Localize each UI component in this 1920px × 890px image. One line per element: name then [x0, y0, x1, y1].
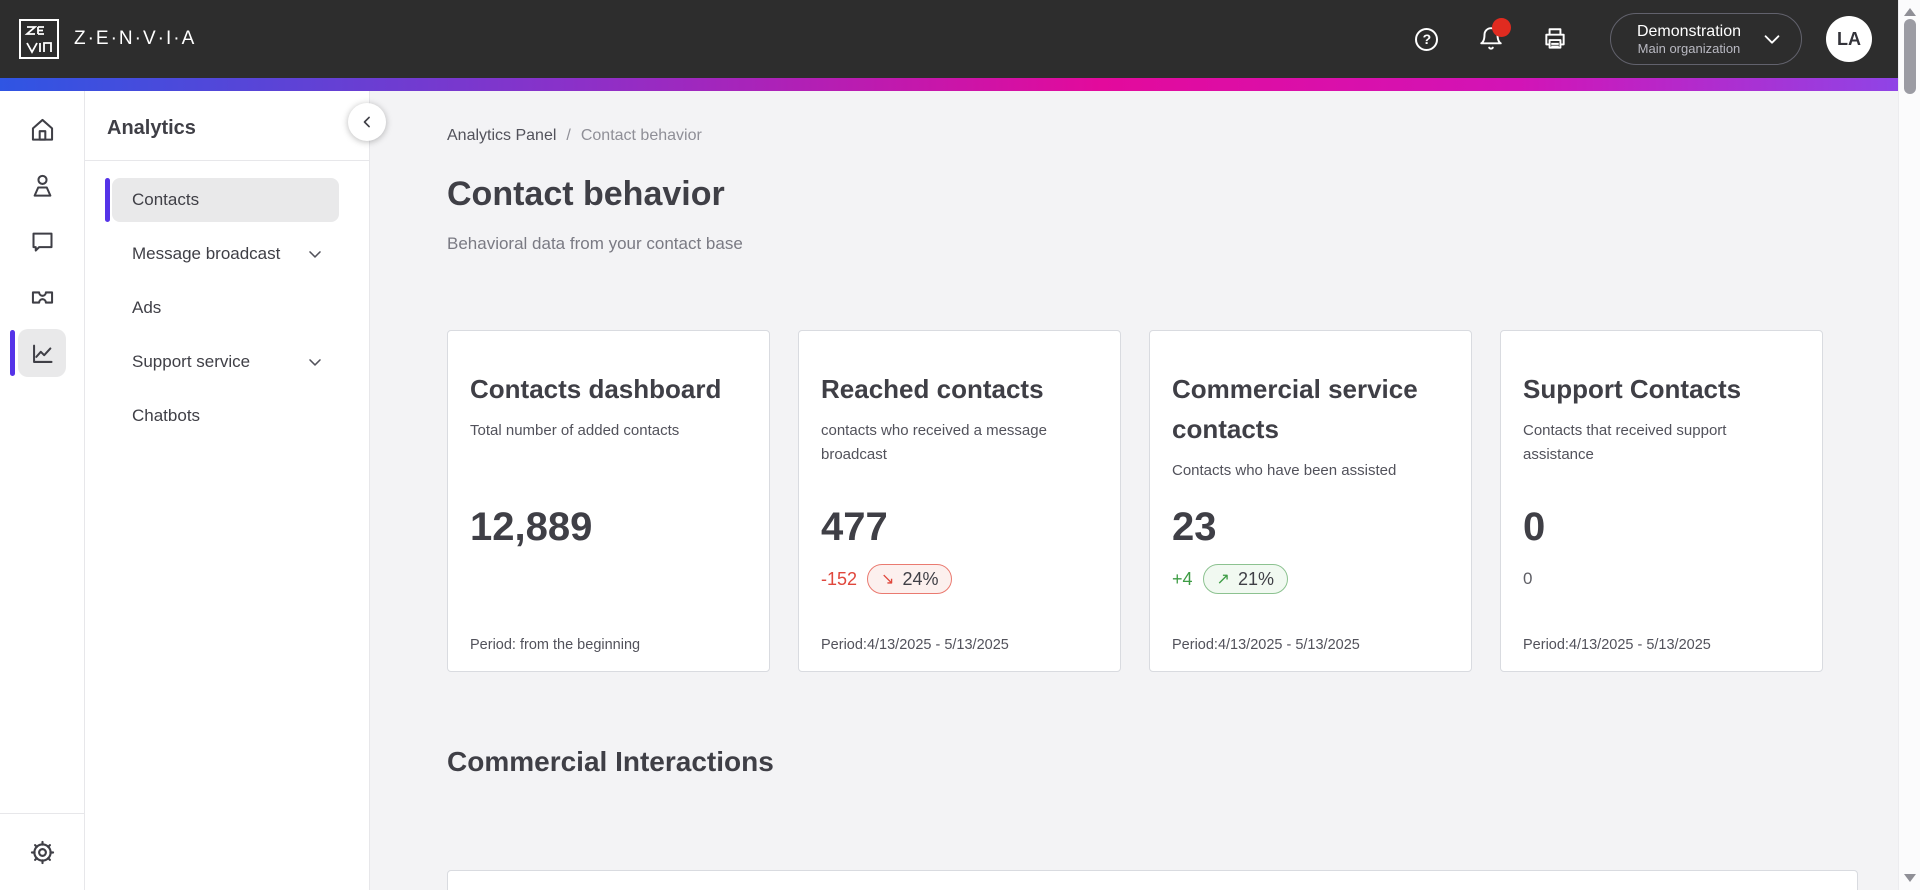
trend-badge-down: ↘ 24% — [867, 564, 953, 594]
chevron-down-icon — [305, 352, 325, 372]
help-icon: ? — [1415, 27, 1439, 51]
card-support-contacts: Support Contacts Contacts that received … — [1500, 330, 1823, 672]
badge-percent: 24% — [902, 568, 939, 589]
header-actions: ? Demonstration M — [1378, 13, 1872, 65]
breadcrumb: Analytics Panel / Contact behavior — [447, 127, 1858, 145]
trend-badge-up: ↗ 21% — [1202, 564, 1288, 594]
card-commercial-service-contacts: Commercial service contacts Contacts who… — [1149, 330, 1472, 672]
card-period: Period:4/13/2025 - 5/13/2025 — [1523, 637, 1711, 653]
person-icon — [18, 161, 66, 209]
printer-icon — [1545, 28, 1565, 49]
rail-item-analytics[interactable] — [0, 325, 84, 381]
card-reached-contacts: Reached contacts contacts who received a… — [798, 330, 1121, 672]
arrow-down-right-icon: ↘ — [881, 571, 895, 588]
help-button[interactable]: ? — [1412, 24, 1442, 54]
section-title-commercial-interactions: Commercial Interactions — [447, 746, 774, 777]
card-title: Reached contacts — [821, 374, 1044, 404]
card-description: Contacts who have been assisted — [1172, 462, 1397, 479]
sidebar-item-label: Support service — [132, 352, 251, 371]
card-delta-row: -152 ↘ 24% — [821, 564, 953, 594]
sidebar-item-chatbots[interactable]: Chatbots — [112, 394, 339, 438]
sidebar-item-label: Ads — [132, 298, 162, 317]
arrow-up-right-icon: ↗ — [1216, 571, 1230, 588]
breadcrumb-analytics-panel[interactable]: Analytics Panel — [447, 127, 557, 144]
organization-name: Demonstration — [1636, 22, 1741, 40]
rail-item-settings[interactable] — [0, 813, 84, 890]
scroll-up-arrow-icon[interactable] — [1903, 8, 1916, 16]
user-avatar[interactable]: LA — [1826, 16, 1872, 62]
card-description: contacts who received a message broadcas… — [821, 422, 1047, 463]
zenvia-logo[interactable]: Z·E·N·V·I·A — [18, 18, 196, 60]
organization-selector[interactable]: Demonstration Main organization — [1609, 13, 1802, 65]
page-subtitle: Behavioral data from your contact base — [447, 234, 743, 253]
sidebar-item-label: Message broadcast — [132, 244, 281, 263]
card-title: Commercial service contacts — [1172, 374, 1418, 444]
card-value: 23 — [1172, 505, 1217, 549]
sidebar-item-message-broadcast[interactable]: Message broadcast — [112, 232, 339, 276]
page-title: Contact behavior — [447, 175, 725, 213]
chevron-down-icon — [305, 244, 325, 264]
icon-rail — [0, 91, 85, 890]
rail-item-contacts[interactable] — [0, 157, 84, 213]
breadcrumb-separator: / — [566, 127, 571, 144]
print-button[interactable] — [1540, 24, 1570, 54]
card-period: Period:4/13/2025 - 5/13/2025 — [1172, 637, 1360, 653]
zenvia-logo-icon — [19, 19, 59, 59]
organization-sub: Main organization — [1637, 40, 1741, 56]
delta-value: 0 — [1523, 569, 1533, 588]
sidebar-menu: Contacts Message broadcast Ads Support s… — [85, 161, 369, 438]
ticket-icon — [18, 273, 66, 321]
card-description: Contacts that received support assistanc… — [1523, 422, 1727, 463]
page-scrollbar[interactable] — [1898, 0, 1920, 890]
chart-icon — [18, 329, 66, 377]
delta-value: -152 — [821, 568, 858, 589]
gear-icon — [29, 839, 56, 866]
rail-item-home[interactable] — [0, 101, 84, 157]
metric-cards-row: Contacts dashboard Total number of added… — [447, 330, 1858, 672]
card-period: Period: from the beginning — [470, 637, 641, 653]
sidebar-item-label: Chatbots — [132, 406, 201, 425]
chat-icon — [18, 217, 66, 265]
brand-text: Z·E·N·V·I·A — [74, 28, 197, 49]
top-header: Z·E·N·V·I·A ? — [0, 0, 1898, 78]
card-title: Support Contacts — [1523, 374, 1742, 404]
sidebar-item-label: Contacts — [132, 190, 200, 209]
card-description: Total number of added contacts — [470, 422, 680, 439]
sidebar-item-support-service[interactable]: Support service — [112, 340, 339, 384]
card-period: Period:4/13/2025 - 5/13/2025 — [821, 637, 1009, 653]
breadcrumb-current: Contact behavior — [580, 127, 702, 144]
notification-badge — [1491, 18, 1511, 37]
home-icon — [18, 105, 66, 153]
card-title: Contacts dashboard — [470, 374, 722, 404]
chevron-left-icon — [363, 116, 370, 128]
main-content: Analytics Panel / Contact behavior Conta… — [370, 91, 1898, 890]
delta-value: +4 — [1172, 568, 1193, 589]
rail-item-campaigns[interactable] — [0, 269, 84, 325]
badge-percent: 21% — [1237, 568, 1274, 589]
sidebar-collapse-button[interactable] — [348, 103, 386, 141]
card-value: 477 — [821, 505, 888, 549]
sidebar-title: Analytics — [85, 91, 369, 161]
brand-gradient-bar — [0, 78, 1898, 91]
sidebar-item-ads[interactable]: Ads — [112, 286, 339, 330]
scroll-down-arrow-icon[interactable] — [1903, 874, 1916, 882]
rail-item-conversations[interactable] — [0, 213, 84, 269]
organization-info: Demonstration Main organization — [1637, 22, 1741, 57]
chevron-down-icon — [1761, 28, 1783, 50]
commercial-interactions-card — [447, 870, 1858, 890]
card-contacts-dashboard: Contacts dashboard Total number of added… — [447, 330, 770, 672]
card-value: 12,889 — [470, 505, 593, 549]
card-delta-row: +4 ↗ 21% — [1172, 564, 1288, 594]
scrollbar-thumb[interactable] — [1904, 19, 1916, 94]
card-delta-row: 0 — [1523, 564, 1532, 594]
sidebar-item-contacts[interactable]: Contacts — [105, 178, 339, 222]
card-value: 0 — [1523, 505, 1546, 549]
analytics-sidebar: Analytics Contacts Message broadcast Ads… — [85, 91, 386, 890]
notifications-button[interactable] — [1476, 18, 1511, 54]
